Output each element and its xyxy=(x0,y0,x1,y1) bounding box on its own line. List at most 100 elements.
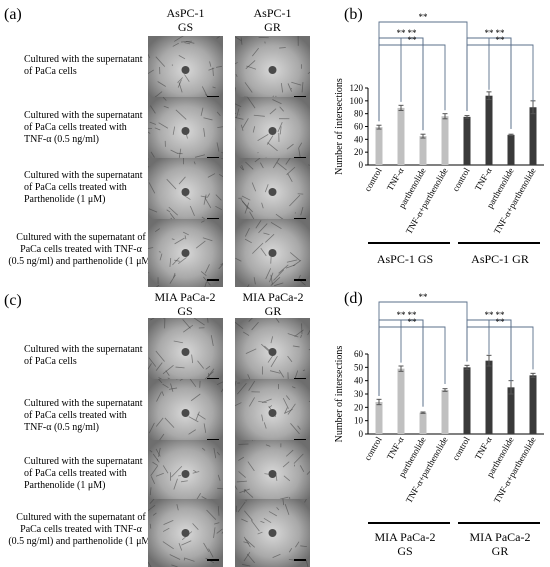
y-tick-label: 0 xyxy=(359,429,364,439)
micrograph xyxy=(148,36,223,104)
bar xyxy=(376,402,383,434)
bar xyxy=(486,96,493,165)
significance-bracket xyxy=(379,45,445,121)
bar xyxy=(398,108,405,165)
y-tick-label: 30 xyxy=(354,389,364,399)
significance-marker: ** xyxy=(397,28,407,38)
micrograph xyxy=(148,318,223,386)
significance-marker: ** xyxy=(397,310,407,320)
scale-bar xyxy=(294,559,306,561)
y-tick-label: 80 xyxy=(354,109,364,119)
significance-marker: ** xyxy=(408,317,418,327)
y-tick-label: 10 xyxy=(354,416,364,426)
significance-marker: ** xyxy=(419,292,429,302)
y-tick-label: 50 xyxy=(354,362,364,372)
y-tick-label: 60 xyxy=(354,122,364,132)
bar xyxy=(530,375,537,434)
bar xyxy=(464,367,471,434)
group-bracket xyxy=(368,522,450,524)
bar xyxy=(464,117,471,165)
group-label-aspc1-gr: AsPC-1 GR xyxy=(455,252,545,266)
error-bar xyxy=(421,412,426,413)
category-label: control xyxy=(450,166,472,194)
significance-bracket xyxy=(467,45,533,111)
category-label: TNF-α xyxy=(473,166,494,193)
group-label-aspc1-gs: AsPC-1 GS xyxy=(360,252,450,266)
bar xyxy=(530,107,537,165)
group-bracket xyxy=(368,242,450,244)
micrograph xyxy=(235,499,310,567)
category-label: control xyxy=(362,435,384,463)
bar xyxy=(508,135,515,165)
significance-marker: ** xyxy=(485,28,495,38)
category-label: control xyxy=(450,435,472,463)
micrograph xyxy=(148,219,223,287)
micrograph xyxy=(235,379,310,447)
y-tick-label: 40 xyxy=(354,134,364,144)
significance-bracket xyxy=(379,327,445,396)
category-label: control xyxy=(362,166,384,194)
significance-marker: ** xyxy=(408,35,418,45)
y-axis-label: Number of intersections xyxy=(334,346,345,443)
micrograph xyxy=(235,219,310,287)
bar xyxy=(398,369,405,434)
significance-bracket xyxy=(467,327,533,369)
micrograph xyxy=(235,440,310,508)
y-tick-label: 40 xyxy=(354,376,364,386)
category-label: TNF-α+parthenolide xyxy=(404,166,450,236)
micrograph xyxy=(148,379,223,447)
micrograph xyxy=(148,158,223,226)
category-label: TNF-α+parthenolide xyxy=(404,435,450,505)
panel-label-c: (c) xyxy=(4,292,22,310)
bar xyxy=(442,390,449,434)
bar xyxy=(442,116,449,165)
category-label: TNF-α xyxy=(385,166,406,193)
y-tick-label: 0 xyxy=(359,160,364,170)
bar xyxy=(486,361,493,434)
micrograph xyxy=(235,158,310,226)
y-tick-label: 60 xyxy=(354,349,364,359)
micrograph xyxy=(235,318,310,386)
y-tick-label: 20 xyxy=(354,402,364,412)
micrograph xyxy=(148,499,223,567)
y-axis-label: Number of intersections xyxy=(334,78,345,175)
micrograph xyxy=(235,97,310,165)
bar xyxy=(420,136,427,165)
significance-marker: ** xyxy=(496,317,506,327)
significance-marker: ** xyxy=(496,35,506,45)
significance-marker: ** xyxy=(485,310,495,320)
scale-bar xyxy=(294,279,306,281)
category-label: TNF-α xyxy=(473,435,494,462)
panel-label-a: (a) xyxy=(4,6,22,24)
bar xyxy=(376,127,383,165)
micrograph xyxy=(235,36,310,104)
y-tick-label: 20 xyxy=(354,147,364,157)
group-bracket xyxy=(458,242,540,244)
micrograph xyxy=(148,440,223,508)
y-tick-label: 120 xyxy=(350,83,364,93)
scale-bar xyxy=(207,559,219,561)
micrograph xyxy=(148,97,223,165)
significance-marker: ** xyxy=(419,12,429,22)
bar xyxy=(420,413,427,434)
scale-bar xyxy=(207,279,219,281)
group-bracket xyxy=(458,522,540,524)
y-tick-label: 100 xyxy=(350,96,364,106)
category-label: TNF-α+parthenolide xyxy=(492,166,538,236)
category-label: TNF-α+parthenolide xyxy=(492,435,538,505)
category-label: TNF-α xyxy=(385,435,406,462)
